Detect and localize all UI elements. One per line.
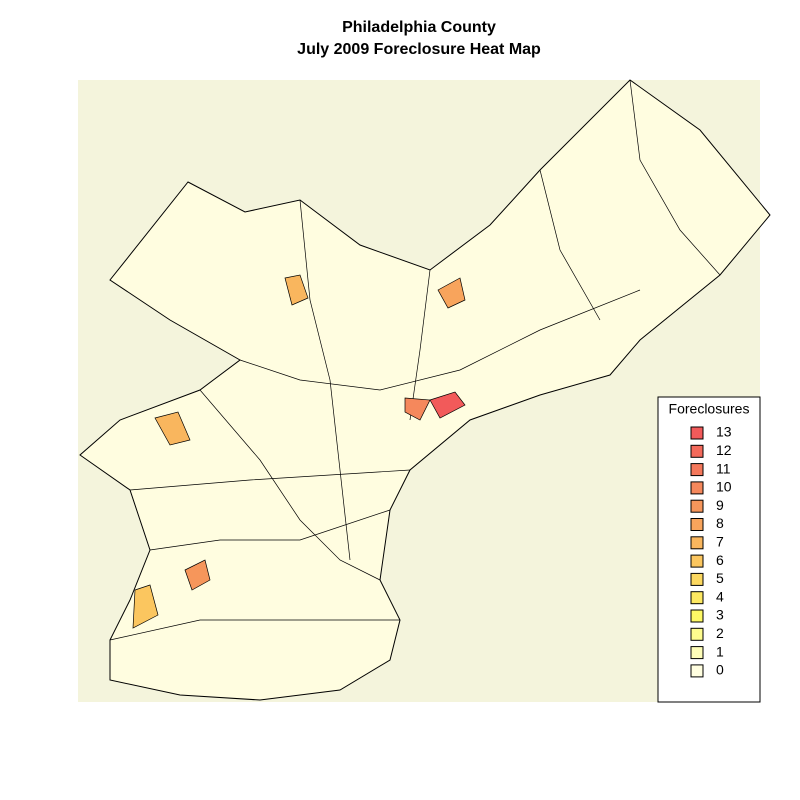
- legend-swatch: [690, 426, 704, 440]
- legend-label: 7: [716, 534, 724, 550]
- legend-label: 1: [716, 643, 724, 659]
- legend-swatch: [690, 536, 704, 550]
- legend-label: 11: [716, 460, 731, 476]
- legend-swatch: [690, 518, 704, 531]
- legend-title: Foreclosures: [669, 401, 750, 417]
- legend-label: 3: [716, 607, 724, 623]
- legend-label: 2: [716, 625, 724, 641]
- legend-swatch: [690, 609, 704, 623]
- legend-label: 8: [716, 515, 724, 531]
- legend-swatch: [690, 572, 704, 586]
- legend-label: 6: [716, 552, 724, 568]
- legend-swatch: [690, 627, 704, 641]
- legend-label: 0: [716, 662, 724, 678]
- legend-label: 5: [716, 570, 724, 586]
- legend-swatch: [690, 499, 704, 513]
- highlight-tracts: [132, 274, 466, 629]
- title-line: July 2009 Foreclosure Heat Map: [297, 41, 541, 58]
- legend-swatch: [690, 664, 704, 678]
- legend-swatch: [690, 646, 704, 660]
- legend-swatch: [690, 481, 704, 495]
- legend-label: 12: [716, 442, 732, 458]
- legend-swatch: [690, 554, 704, 568]
- legend-swatch: [690, 591, 704, 605]
- legend-label: 4: [716, 588, 724, 604]
- legend-box: [657, 396, 761, 703]
- legend-label: 13: [716, 424, 732, 440]
- legend-label: 10: [716, 479, 732, 495]
- legend-swatch: [690, 444, 704, 458]
- legend-swatch: [690, 463, 704, 477]
- tract-lines: [109, 79, 721, 641]
- legend-label: 9: [716, 497, 724, 513]
- title-line: Philadelphia County: [342, 19, 496, 36]
